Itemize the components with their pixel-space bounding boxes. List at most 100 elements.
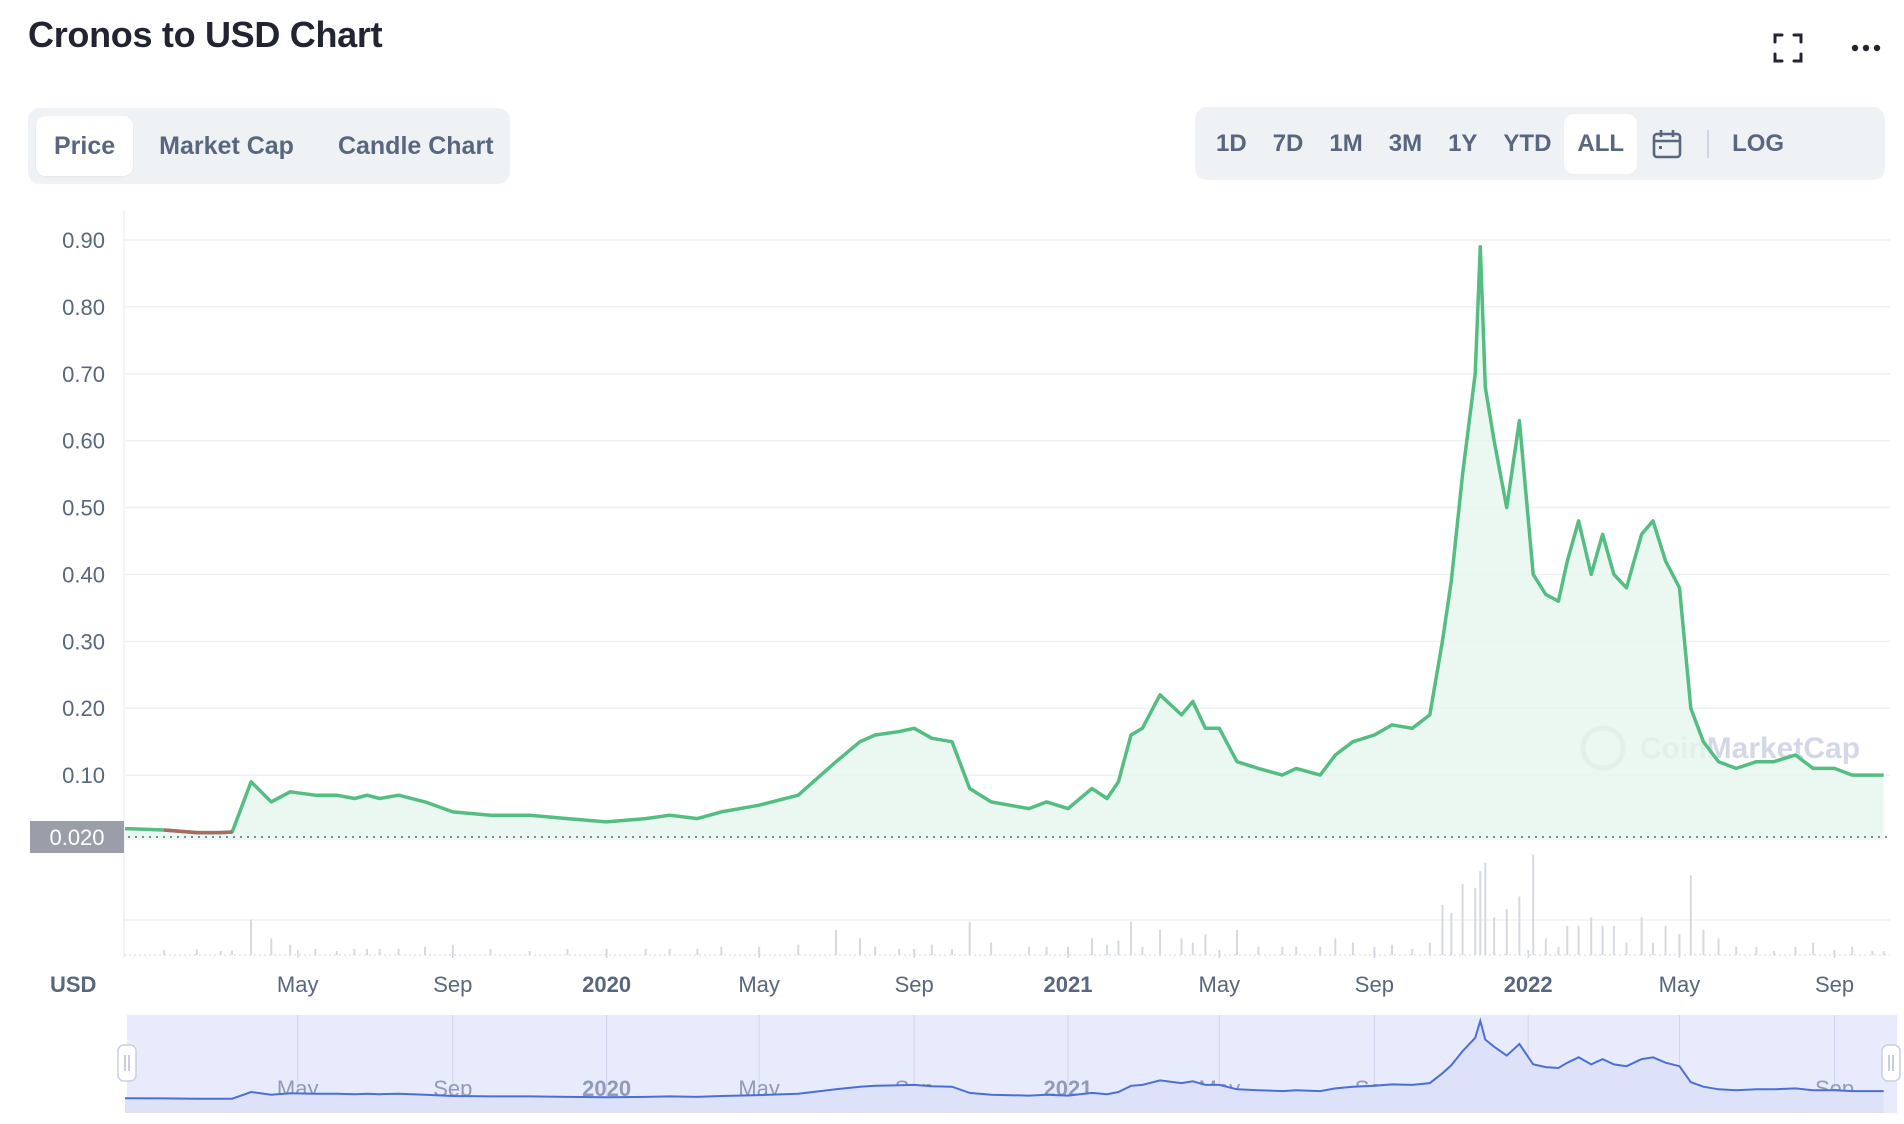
x-tick-label: May xyxy=(277,972,319,997)
volume-bar xyxy=(1257,946,1260,955)
volume-bar xyxy=(1027,946,1030,955)
x-tick-label: Sep xyxy=(433,972,472,997)
volume-bar xyxy=(1141,946,1144,955)
x-tick-label: Sep xyxy=(1815,972,1854,997)
range-ytd[interactable]: YTD xyxy=(1503,129,1552,157)
currency-label: USD xyxy=(50,972,96,997)
volume-bar xyxy=(250,919,253,955)
y-tick-label: 0.10 xyxy=(62,763,105,788)
volume-bars xyxy=(163,854,1885,955)
volume-bar xyxy=(353,948,356,955)
volume-bar xyxy=(990,942,993,955)
y-tick-label: 0.30 xyxy=(62,629,105,654)
volume-bar xyxy=(797,944,800,955)
navigator-line xyxy=(124,1017,1884,1100)
volume-bar xyxy=(696,948,699,955)
log-scale-toggle[interactable]: LOG xyxy=(1732,129,1785,157)
volume-bar xyxy=(858,938,861,955)
volume-bar xyxy=(195,949,198,955)
volume-bar xyxy=(1191,942,1194,955)
time-range-selector: 1D 7D 1M 3M 1Y YTD ALL LOG xyxy=(1195,107,1885,180)
volume-bar xyxy=(1755,946,1758,955)
volume-bar xyxy=(1295,946,1298,955)
y-tick-label: 0.50 xyxy=(62,496,105,521)
volume-bar xyxy=(1130,921,1133,955)
volume-bar xyxy=(835,930,838,955)
volume-bar xyxy=(1717,938,1720,955)
price-chart[interactable]: 0.900.800.700.600.500.400.300.200.10 Coi… xyxy=(0,200,1904,1124)
range-7d[interactable]: 7D xyxy=(1272,129,1304,157)
volume-bar xyxy=(1281,946,1284,955)
volume-bar xyxy=(1689,875,1692,955)
fullscreen-icon[interactable] xyxy=(1770,30,1806,66)
tab-market-cap[interactable]: Market Cap xyxy=(159,131,294,160)
volume-bar xyxy=(1505,909,1508,955)
range-1y[interactable]: 1Y xyxy=(1448,129,1478,157)
x-tick-label: May xyxy=(738,972,780,997)
range-all[interactable]: ALL xyxy=(1564,113,1638,174)
navigator-handle-right[interactable] xyxy=(1881,1044,1901,1082)
volume-bar xyxy=(270,938,273,955)
volume-bar xyxy=(1544,938,1547,955)
navigator-area xyxy=(125,1020,1884,1113)
volume-bar xyxy=(1518,896,1521,955)
volume-bar xyxy=(289,944,292,955)
volume-bar xyxy=(489,948,492,955)
y-tick-label: 0.70 xyxy=(62,362,105,387)
more-icon[interactable] xyxy=(1848,30,1884,66)
range-1m[interactable]: 1M xyxy=(1329,129,1363,157)
volume-bar xyxy=(1532,854,1535,955)
volume-bar xyxy=(451,944,454,955)
volume-bar xyxy=(1106,944,1109,955)
current-price-text: 0.020 xyxy=(49,825,104,850)
volume-bar xyxy=(1450,913,1453,955)
volume-bar xyxy=(1882,951,1885,955)
x-tick-label: Sep xyxy=(895,972,934,997)
volume-bar xyxy=(1493,917,1496,955)
volume-bar xyxy=(528,951,531,955)
price-area xyxy=(125,246,1884,840)
volume-bar xyxy=(1557,946,1560,955)
volume-bar xyxy=(1484,862,1487,955)
volume-bar xyxy=(1612,925,1615,955)
volume-bar xyxy=(1812,942,1815,955)
volume-bar xyxy=(1334,938,1337,955)
x-tick-label: May xyxy=(1659,972,1701,997)
volume-bar xyxy=(1640,917,1643,955)
tab-candle-chart[interactable]: Candle Chart xyxy=(337,131,494,160)
volume-bar xyxy=(1159,930,1162,955)
x-tick-label: 2020 xyxy=(582,972,631,997)
volume-bar xyxy=(1045,946,1048,955)
tab-price[interactable]: Price xyxy=(36,116,134,176)
volume-bar xyxy=(1351,942,1354,955)
volume-bar xyxy=(1474,888,1477,955)
current-price-label: 0.020 xyxy=(30,821,124,853)
volume-bar xyxy=(644,948,647,955)
volume-bar xyxy=(1235,930,1238,955)
x-tick-label: May xyxy=(1199,972,1241,997)
volume-bar xyxy=(1204,934,1207,955)
y-tick-label: 0.80 xyxy=(62,295,105,320)
volume-bar xyxy=(1664,925,1667,955)
volume-bar xyxy=(1117,940,1120,955)
volume-bar xyxy=(1590,917,1593,955)
volume-bar xyxy=(930,944,933,955)
volume-bar xyxy=(1319,946,1322,955)
range-3m[interactable]: 3M xyxy=(1388,129,1423,157)
range-1d[interactable]: 1D xyxy=(1216,129,1247,157)
volume-bar xyxy=(566,948,569,955)
calendar-icon[interactable] xyxy=(1637,114,1697,174)
volume-bar xyxy=(1625,942,1628,955)
y-tick-label: 0.60 xyxy=(62,429,105,454)
volume-bar xyxy=(720,946,723,955)
volume-bar xyxy=(163,950,166,955)
navigator-handle-left[interactable] xyxy=(117,1044,137,1082)
volume-bar xyxy=(1090,938,1093,955)
volume-bar xyxy=(1411,948,1414,955)
y-tick-label: 0.40 xyxy=(62,562,105,587)
volume-bar xyxy=(1391,944,1394,955)
volume-bar xyxy=(1735,946,1738,955)
volume-bar xyxy=(366,948,369,955)
volume-bar xyxy=(1180,938,1183,955)
